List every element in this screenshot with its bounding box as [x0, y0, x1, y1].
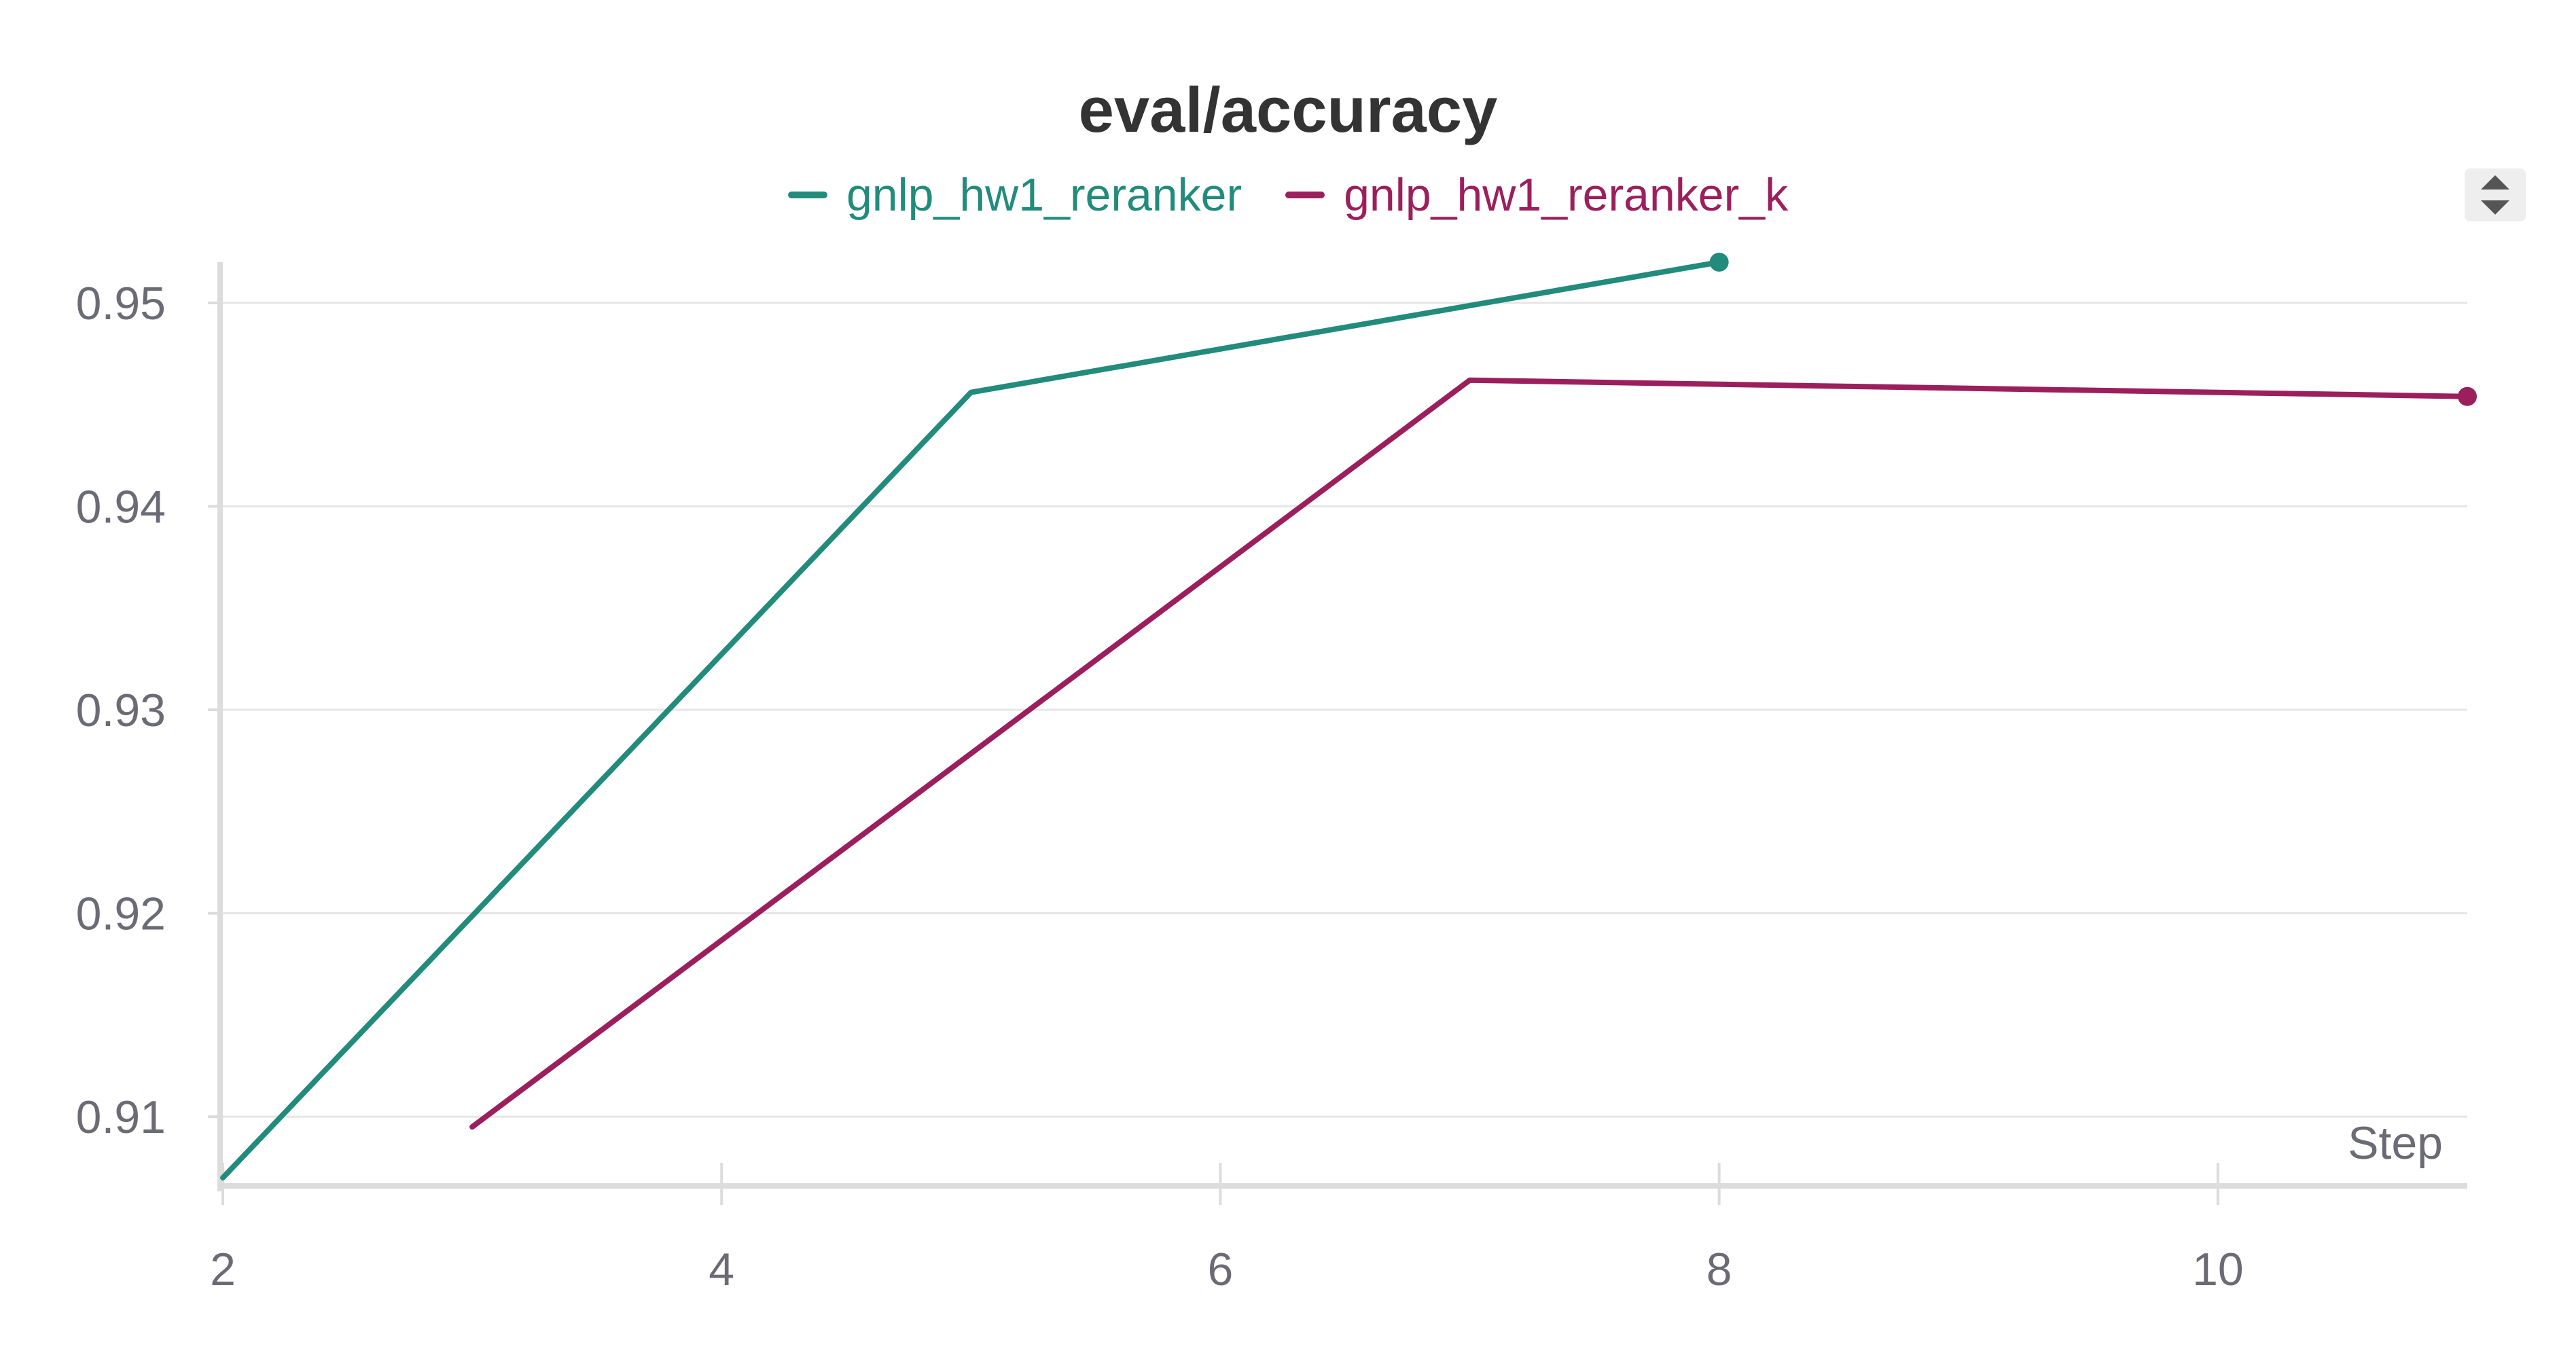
- series-2-end-point[interactable]: [2458, 386, 2477, 406]
- x-tick-label-4: 10: [2192, 1244, 2244, 1295]
- legend: gnlp_hw1_reranker gnlp_hw1_reranker_k: [0, 168, 2576, 221]
- series-line-1[interactable]: [220, 259, 1722, 1181]
- legend-swatch-series-1: [787, 192, 827, 198]
- y-tick-label-3: 0.94: [76, 481, 166, 533]
- legend-item-series-1[interactable]: gnlp_hw1_reranker: [787, 168, 1242, 221]
- legend-scroll-control[interactable]: [2465, 168, 2526, 221]
- y-tick-label-0: 0.91: [76, 1092, 166, 1143]
- x-tick-label-2: 6: [1208, 1244, 1234, 1295]
- legend-item-series-2[interactable]: gnlp_hw1_reranker_k: [1285, 168, 1788, 221]
- chart-title: eval/accuracy: [1078, 74, 1498, 145]
- y-tick-label-2: 0.93: [76, 685, 166, 736]
- x-axis-title: Step: [2348, 1117, 2443, 1169]
- caret-up-icon[interactable]: [2481, 175, 2509, 190]
- caret-down-icon[interactable]: [2481, 200, 2509, 215]
- series-line-2[interactable]: [469, 377, 2470, 1130]
- x-tick-label-1: 4: [709, 1244, 734, 1295]
- series-1-end-point[interactable]: [1709, 253, 1729, 272]
- y-tick-label-4: 0.95: [76, 278, 166, 329]
- legend-swatch-series-2: [1285, 192, 1325, 198]
- x-tick-label-0: 2: [210, 1244, 236, 1295]
- legend-label-series-2: gnlp_hw1_reranker_k: [1344, 169, 1789, 221]
- y-tick-label-1: 0.92: [76, 888, 166, 940]
- legend-label-series-1: gnlp_hw1_reranker: [846, 169, 1242, 221]
- x-tick-label-3: 8: [1706, 1244, 1732, 1295]
